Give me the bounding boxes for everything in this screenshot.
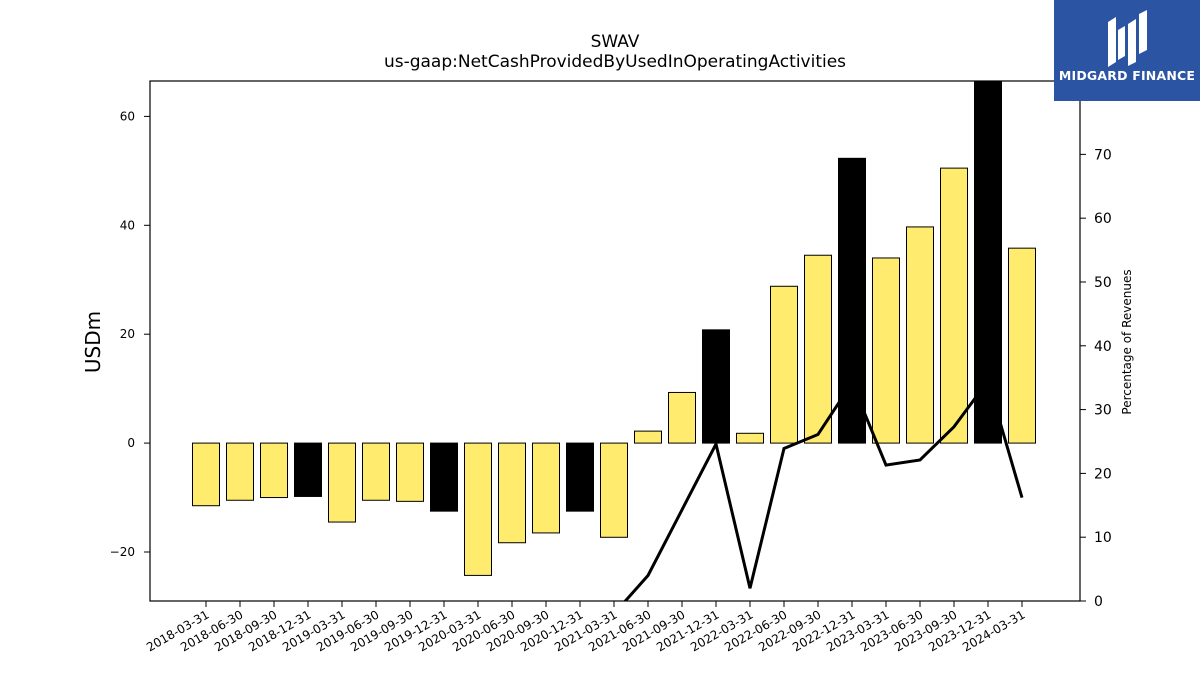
bar xyxy=(974,80,1002,444)
y2-tick-label: 40 xyxy=(1094,339,1112,355)
bar xyxy=(260,442,288,499)
logo-text: MIDGARD FINANCE xyxy=(1058,68,1196,83)
y2-axis-label: Percentage of Revenues xyxy=(1120,269,1134,414)
bar xyxy=(804,254,832,444)
y2-tick-label: 60 xyxy=(1094,211,1112,227)
series-line xyxy=(623,377,1024,601)
bar xyxy=(464,442,492,576)
y-tick-label: 60 xyxy=(120,109,135,123)
bar xyxy=(940,167,968,444)
bar xyxy=(770,285,798,444)
chart-subtitle: us-gaap:NetCashProvidedByUsedInOperating… xyxy=(383,52,847,72)
bar xyxy=(226,442,254,501)
y2-tick-label: 30 xyxy=(1094,403,1112,419)
bar xyxy=(906,226,934,444)
bar xyxy=(532,442,560,534)
midgard-finance-logo: MIDGARD FINANCE xyxy=(1054,0,1200,101)
y2-tick-label: 10 xyxy=(1094,530,1112,546)
bar xyxy=(838,157,866,444)
bar xyxy=(294,442,322,497)
y2-tick-label: 20 xyxy=(1094,466,1112,482)
bar xyxy=(736,432,764,444)
bar xyxy=(362,442,390,501)
plot-frame xyxy=(149,80,1081,602)
chart-title: SWAV xyxy=(590,32,640,52)
bar xyxy=(872,257,900,444)
y2-tick-label: 0 xyxy=(1094,594,1103,610)
logo-mark-icon xyxy=(1108,10,1147,67)
bar xyxy=(634,430,662,444)
bar xyxy=(668,391,696,444)
y-tick-label: −20 xyxy=(110,545,135,559)
y2-tick-label: 70 xyxy=(1094,147,1112,163)
bar xyxy=(396,442,424,502)
bar xyxy=(192,442,220,507)
bar xyxy=(328,442,356,523)
bar xyxy=(1008,247,1036,444)
y2-tick-label: 50 xyxy=(1094,275,1112,291)
bar xyxy=(498,442,526,544)
y-tick-label: 40 xyxy=(120,218,135,232)
bar xyxy=(702,329,730,444)
y-tick-label: 0 xyxy=(127,436,135,450)
y-axis-label: USDm xyxy=(81,311,105,373)
bar xyxy=(430,442,458,512)
y-tick-label: 20 xyxy=(120,327,135,341)
bar xyxy=(600,442,628,538)
bar xyxy=(566,442,594,512)
